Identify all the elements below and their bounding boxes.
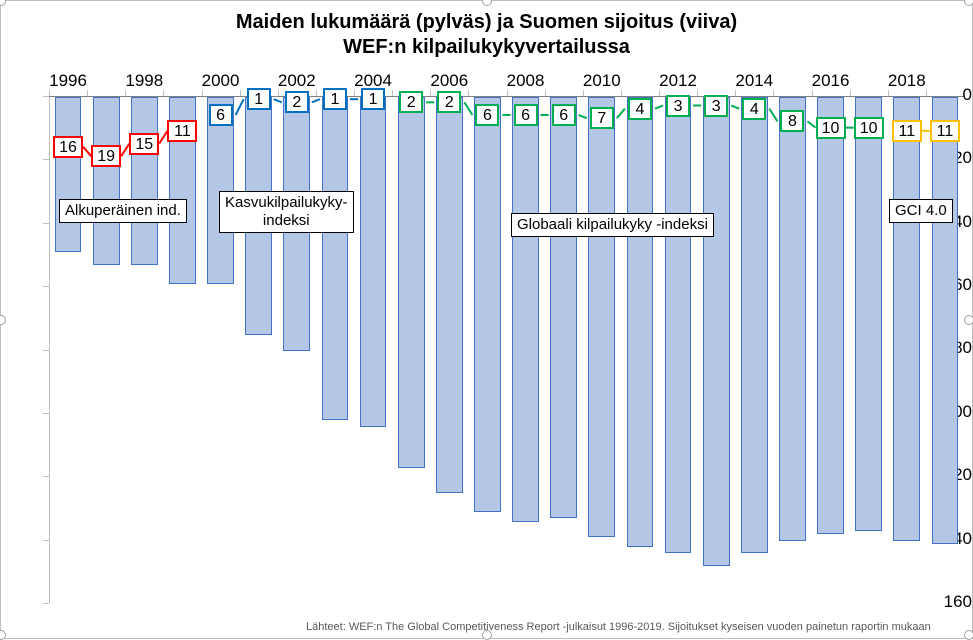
bar (436, 97, 463, 493)
selection-handle[interactable] (964, 315, 973, 325)
x-tick-label: 2018 (882, 71, 932, 91)
rank-label: 16 (53, 136, 83, 158)
y-tick (43, 603, 49, 604)
x-tick-label: 2008 (501, 71, 551, 91)
bar (93, 97, 120, 265)
selection-handle[interactable] (482, 0, 492, 6)
x-tick-label: 2016 (806, 71, 856, 91)
x-tick (850, 90, 851, 96)
y-tick (43, 96, 49, 97)
bar (588, 97, 615, 537)
bar (932, 97, 959, 544)
rank-label: 2 (437, 91, 461, 113)
rank-label: 15 (129, 133, 159, 155)
x-tick (926, 90, 927, 96)
bar (55, 97, 82, 252)
rank-label: 2 (399, 91, 423, 113)
chart-frame: Maiden lukumäärä (pylväs) ja Suomen sijo… (0, 0, 973, 639)
rank-label: 11 (167, 120, 197, 142)
annotation-box: GCI 4.0 (889, 199, 953, 223)
bar (627, 97, 654, 547)
bar (779, 97, 806, 541)
rank-label: 6 (552, 104, 576, 126)
rank-label: 1 (361, 88, 385, 110)
rank-label: 3 (704, 95, 728, 117)
x-tick-label: 1996 (43, 71, 93, 91)
x-tick-label: 2006 (424, 71, 474, 91)
bar (817, 97, 844, 534)
rank-label: 4 (742, 98, 766, 120)
x-tick (392, 90, 393, 96)
y-tick (43, 476, 49, 477)
chart-title-line1: Maiden lukumäärä (pylväs) ja Suomen sijo… (1, 11, 972, 34)
x-tick (545, 90, 546, 96)
rank-label: 6 (209, 104, 233, 126)
rank-label: 1 (323, 88, 347, 110)
selection-handle[interactable] (0, 315, 6, 325)
rank-label: 6 (475, 104, 499, 126)
rank-label: 19 (91, 145, 121, 167)
rank-label: 11 (892, 120, 922, 142)
bar (703, 97, 730, 566)
rank-label: 3 (666, 95, 690, 117)
rank-label: 4 (628, 98, 652, 120)
bar (398, 97, 425, 468)
source-footer: Lähteet: WEF:n The Global Competitivenes… (306, 621, 931, 633)
bar (322, 97, 349, 420)
y-tick (43, 159, 49, 160)
bar (741, 97, 768, 553)
rank-label: 6 (514, 104, 538, 126)
x-tick (316, 90, 317, 96)
x-tick (621, 90, 622, 96)
y-tick (43, 223, 49, 224)
y-tick (43, 540, 49, 541)
x-tick (697, 90, 698, 96)
rank-label: 10 (816, 117, 846, 139)
rank-label: 11 (930, 120, 960, 142)
x-tick (468, 90, 469, 96)
annotation-box: Alkuperäinen ind. (59, 199, 187, 223)
y-tick (43, 413, 49, 414)
bar (474, 97, 501, 512)
y-axis-line (49, 96, 50, 603)
y-tick (43, 286, 49, 287)
x-tick (163, 90, 164, 96)
y-tick-label: 160 (934, 592, 972, 612)
selection-handle[interactable] (0, 0, 6, 6)
y-tick (43, 350, 49, 351)
x-tick-label: 2010 (577, 71, 627, 91)
x-tick-label: 1998 (119, 71, 169, 91)
rank-label: 2 (285, 91, 309, 113)
bar (550, 97, 577, 518)
x-tick (87, 90, 88, 96)
bar (893, 97, 920, 541)
x-tick-label: 2014 (729, 71, 779, 91)
rank-label: 10 (854, 117, 884, 139)
bar (512, 97, 539, 522)
rank-label: 1 (247, 88, 271, 110)
bar (360, 97, 387, 427)
x-tick (773, 90, 774, 96)
bar (665, 97, 692, 553)
x-tick (240, 90, 241, 96)
x-tick-label: 2000 (196, 71, 246, 91)
x-tick-label: 2012 (653, 71, 703, 91)
rank-label: 8 (780, 110, 804, 132)
x-tick-label: 2002 (272, 71, 322, 91)
annotation-box: Globaali kilpailukyky -indeksi (511, 213, 714, 237)
annotation-box: Kasvukilpailukyky- indeksi (219, 191, 354, 233)
bar (855, 97, 882, 531)
bar (131, 97, 158, 265)
selection-handle[interactable] (964, 0, 973, 6)
chart-title-line2: WEF:n kilpailukykyvertailussa (1, 36, 972, 59)
rank-label: 7 (590, 107, 614, 129)
